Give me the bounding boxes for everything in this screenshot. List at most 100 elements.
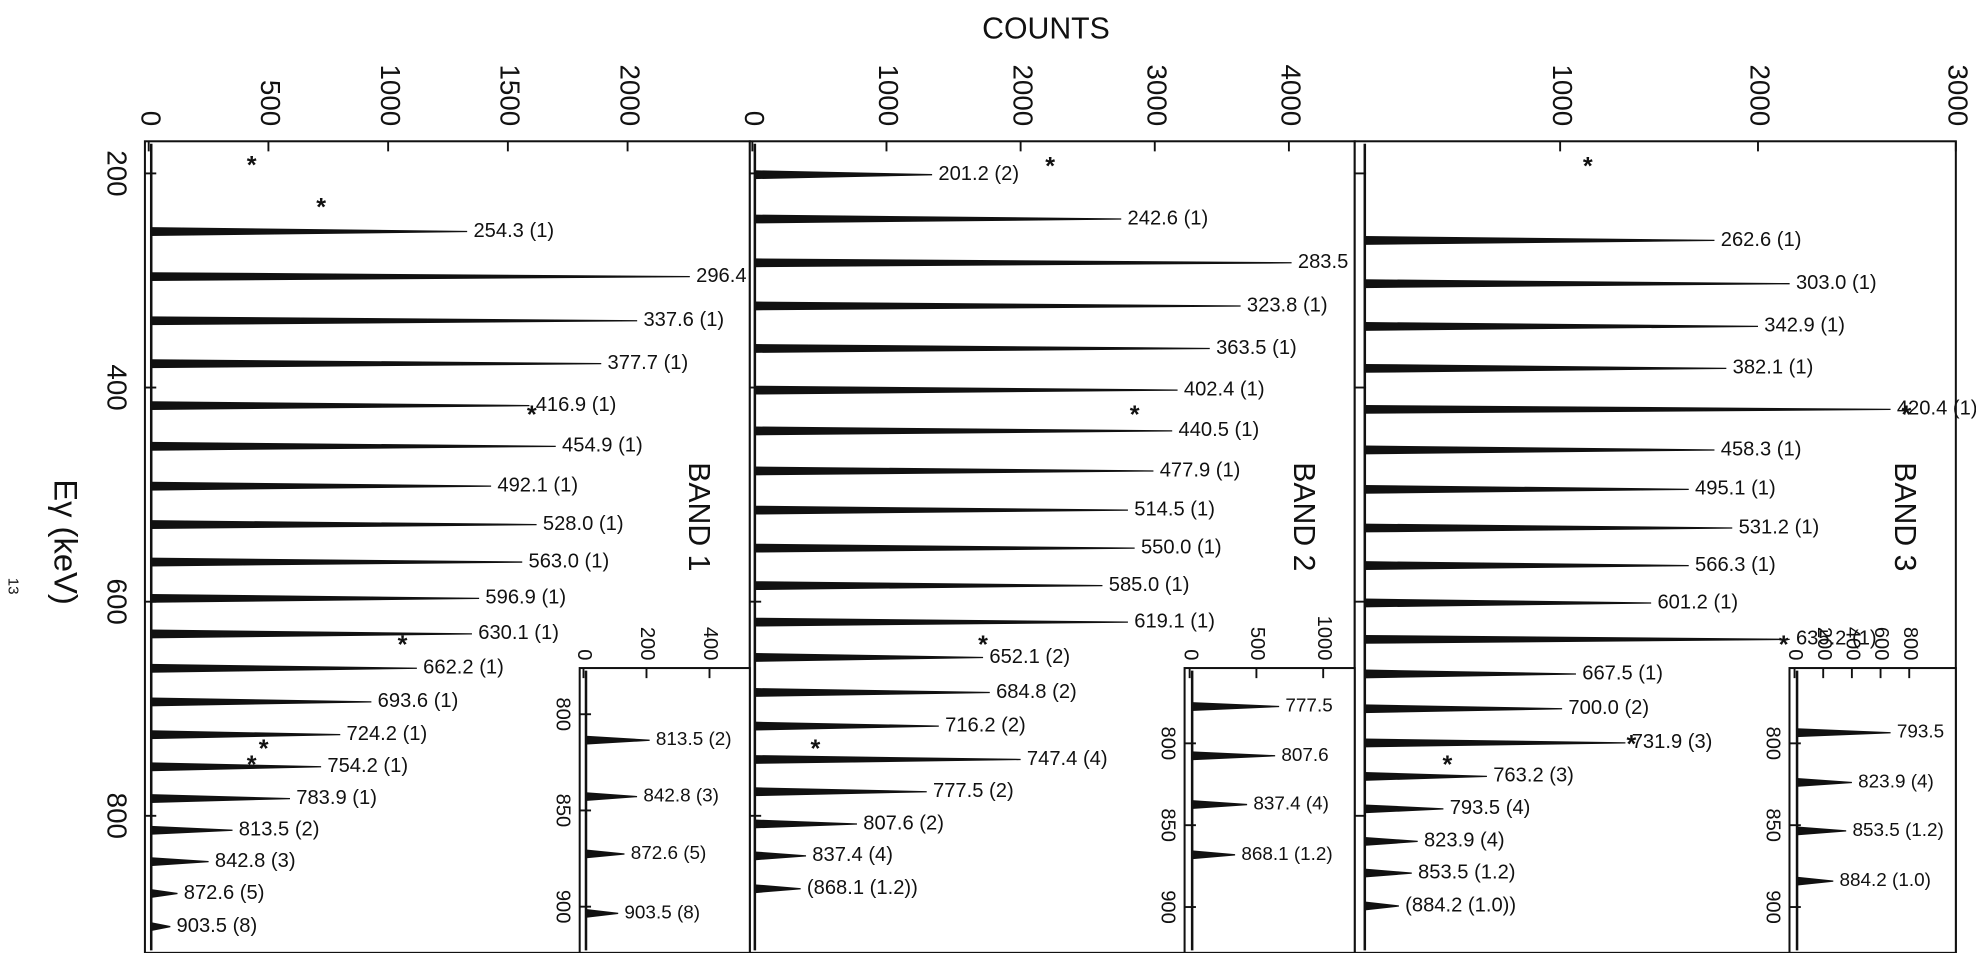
peak: [1796, 778, 1852, 787]
y-tick-label: 400: [1842, 627, 1864, 661]
peak-label: 731.9 (3): [1632, 731, 1713, 753]
inset-frame: [1183, 667, 1356, 953]
peak-label: 550.0 (1): [1141, 536, 1222, 558]
peak: [150, 889, 178, 899]
peak-label: 440.5 (1): [1179, 419, 1260, 441]
peak: [585, 792, 638, 802]
peak-label: 823.9 (4): [1424, 830, 1505, 852]
peak-label: 458.3 (1): [1721, 438, 1802, 460]
peak-label: 477.9 (1): [1160, 459, 1241, 481]
contaminant-marker: *: [316, 193, 326, 221]
peak-label: 872.6 (5): [184, 882, 265, 904]
peak: [1364, 523, 1733, 533]
y-tick-label: 3000: [1141, 64, 1172, 126]
y-tick-label: 400: [699, 627, 721, 661]
peak-label: 342.9 (1): [1764, 315, 1845, 337]
peak: [754, 819, 857, 829]
peak: [754, 466, 1154, 476]
peak-label: 813.5 (2): [656, 729, 732, 750]
peak: [754, 617, 1128, 627]
peak-label: 667.5 (1): [1582, 662, 1663, 684]
peak-label: 716.2 (2): [945, 714, 1026, 736]
peak: [754, 581, 1103, 591]
contaminant-marker: *: [978, 631, 988, 659]
peak: [754, 258, 1292, 268]
peak: [1796, 826, 1847, 836]
peak-label: 377.7 (1): [608, 352, 689, 374]
peak: [754, 851, 807, 861]
peak: [150, 922, 171, 932]
x-tick-label: 850: [552, 794, 574, 828]
peak: [1364, 738, 1626, 748]
peak: [1364, 363, 1727, 373]
peak-label: 783.9 (1): [296, 787, 377, 809]
peak-label: (868.1 (1.2)): [807, 877, 918, 899]
peak-label: 837.4 (4): [1253, 794, 1329, 815]
peak-label: 454.9 (1): [562, 435, 643, 457]
peak: [150, 794, 290, 804]
peak-label: 201.2 (2): [938, 163, 1019, 185]
contaminant-marker: *: [259, 735, 269, 763]
peak: [1364, 404, 1891, 414]
peak-label: 416.9 (1): [536, 394, 617, 416]
peak-label: 242.6 (1): [1128, 207, 1209, 229]
peak-label: 382.1 (1): [1733, 357, 1814, 379]
peak: [150, 629, 472, 639]
peak: [585, 735, 650, 745]
peak-label: 514.5 (1): [1134, 498, 1215, 520]
y-tick-label: 200: [636, 627, 658, 661]
x-tick-label: 400: [101, 364, 132, 410]
peak-label: 837.4 (4): [812, 844, 893, 866]
peak: [754, 214, 1122, 224]
contaminant-marker: *: [810, 735, 820, 763]
peak: [1364, 771, 1487, 781]
y-tick-label: 500: [1246, 627, 1268, 661]
y-tick-label: 1000: [1313, 616, 1335, 661]
y-tick-label: 0: [1784, 649, 1806, 660]
contaminant-marker: *: [1583, 153, 1593, 181]
peak: [754, 884, 801, 894]
peak-label: 619.1 (1): [1134, 610, 1215, 632]
peak-label: 531.2 (1): [1739, 516, 1820, 538]
peak: [754, 653, 984, 662]
peak-label: 793.5 (4): [1450, 797, 1531, 819]
peak: [1191, 800, 1248, 810]
peak-label: 884.2 (1.0): [1840, 870, 1931, 891]
x-tick-label: 800: [101, 793, 132, 839]
inset-frame: [1788, 667, 1957, 953]
peak-label: 402.4 (1): [1184, 378, 1265, 400]
peak-label: 566.3 (1): [1695, 554, 1776, 576]
peak-label: 693.6 (1): [378, 690, 459, 712]
peak-label: 777.5: [1285, 696, 1332, 717]
peak: [1364, 901, 1399, 911]
peak-label: 420.4 (1): [1897, 398, 1976, 420]
y-tick-label: 1000: [1547, 64, 1578, 126]
y-tick-label: 2000: [1745, 64, 1776, 126]
energy-axis-title: Eγ (keV): [47, 479, 84, 605]
contaminant-marker: *: [1442, 751, 1452, 779]
peak: [754, 385, 1178, 395]
x-tick-label: 800: [1157, 727, 1179, 761]
peak: [754, 426, 1173, 436]
peak: [150, 316, 638, 326]
peak-label: 528.0 (1): [543, 513, 624, 535]
peak-label: 807.6 (2): [863, 812, 944, 834]
y-tick-label: 1000: [873, 64, 904, 126]
peak: [150, 481, 492, 491]
peak: [1364, 279, 1790, 289]
peak-label: 903.5 (8): [177, 915, 258, 937]
peak-label: 630.1 (1): [478, 622, 559, 644]
peak: [150, 762, 322, 772]
peak: [1364, 445, 1715, 455]
y-tick-label: 0: [1179, 649, 1201, 660]
peak-label: 363.5 (1): [1216, 337, 1297, 359]
peak: [754, 688, 990, 697]
y-tick-label: 200: [1813, 627, 1835, 661]
peak-label: 842.8 (3): [215, 850, 296, 872]
y-tick-label: 2000: [1007, 64, 1038, 126]
peak-label: 601.2 (1): [1657, 591, 1738, 613]
peak: [754, 344, 1210, 353]
x-tick-label: 900: [1157, 890, 1179, 924]
peak: [1364, 868, 1412, 878]
peak-label: 492.1 (1): [497, 474, 578, 496]
